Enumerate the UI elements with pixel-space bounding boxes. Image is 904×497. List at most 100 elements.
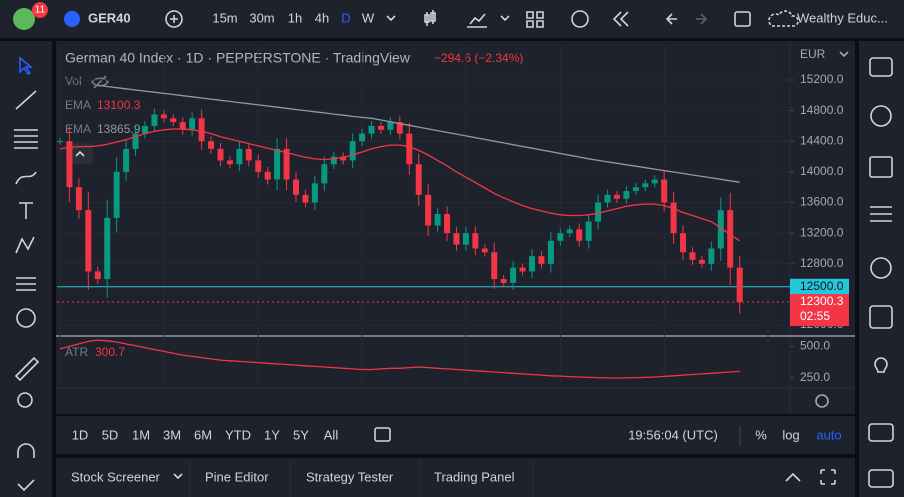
chat-button[interactable] <box>868 423 894 442</box>
indicators[interactable] <box>467 13 487 28</box>
percent-toggle[interactable]: % <box>755 427 767 442</box>
candle-body <box>604 194 611 203</box>
messages-button[interactable] <box>868 469 894 488</box>
interval-button[interactable]: 1h <box>288 10 302 25</box>
candle-body <box>208 141 215 149</box>
auto-toggle[interactable]: auto <box>816 427 841 442</box>
brush-tool[interactable] <box>15 171 37 185</box>
ruler-tool[interactable] <box>14 356 40 382</box>
candle-body <box>349 141 356 161</box>
cloud-icon <box>768 10 799 27</box>
prediction-tool[interactable] <box>16 277 36 291</box>
calendar-button[interactable] <box>870 257 892 279</box>
currency-menu[interactable] <box>839 51 849 58</box>
hotlist-button[interactable] <box>869 305 893 329</box>
zoom-tool[interactable] <box>17 392 33 408</box>
candle-body <box>425 194 432 226</box>
ema-label[interactable]: EMA <box>65 98 91 112</box>
interval-button[interactable]: W <box>362 10 375 25</box>
text-tool[interactable] <box>19 202 33 219</box>
range-button[interactable]: 5Y <box>293 427 309 442</box>
maximize-panel[interactable] <box>820 469 836 485</box>
watchlist-button[interactable] <box>869 57 893 77</box>
top-bar <box>0 0 904 38</box>
candle-body <box>670 202 677 234</box>
interval-menu[interactable] <box>386 15 396 22</box>
logo[interactable] <box>13 8 35 30</box>
atr-label[interactable]: ATR <box>65 345 88 359</box>
candle-body <box>264 171 271 180</box>
interval-button[interactable]: 4h <box>315 10 329 25</box>
alerts-button[interactable] <box>870 105 892 127</box>
candle-body <box>547 240 554 264</box>
undo[interactable] <box>665 13 677 25</box>
interval-button[interactable]: 30m <box>249 10 274 25</box>
ideas-button[interactable] <box>874 357 888 373</box>
chart-type[interactable] <box>424 10 436 26</box>
data-window-button[interactable] <box>870 206 892 222</box>
settings-button[interactable] <box>815 394 829 408</box>
candle-body <box>651 179 658 184</box>
range-button[interactable]: 1D <box>72 427 89 442</box>
candle-body <box>472 233 479 249</box>
y-tick-label: 14000.0 <box>800 164 844 178</box>
emoji-tool[interactable] <box>16 308 36 328</box>
countdown: 02:55 <box>800 309 830 323</box>
candle-body <box>462 233 469 245</box>
candle-body <box>170 118 177 123</box>
lock-tool[interactable] <box>17 479 35 492</box>
panel-tab[interactable]: Stock Screener <box>71 469 161 484</box>
panel-tab[interactable]: Strategy Tester <box>306 469 394 484</box>
candle-body <box>500 279 507 283</box>
magnet-tool[interactable] <box>17 443 35 458</box>
candle-body <box>141 125 148 134</box>
ema-label[interactable]: EMA <box>65 122 91 136</box>
replay[interactable] <box>612 11 629 27</box>
date-range-button[interactable] <box>374 427 391 442</box>
range-button[interactable]: 1M <box>132 427 150 442</box>
candle-body <box>680 233 687 253</box>
panel-tab[interactable]: Pine Editor <box>205 469 269 484</box>
range-button[interactable]: 6M <box>194 427 212 442</box>
cursor-tool[interactable] <box>19 56 34 75</box>
candle-body <box>453 233 460 245</box>
layouts[interactable] <box>526 11 544 28</box>
candle-body <box>311 183 318 203</box>
screener-menu[interactable] <box>173 473 183 480</box>
candle-body <box>198 118 205 142</box>
compare-button[interactable] <box>165 10 183 28</box>
range-bar <box>56 416 855 454</box>
candle-body <box>123 148 130 172</box>
range-button[interactable]: All <box>324 427 339 442</box>
last-price-tag <box>790 294 849 327</box>
range-button[interactable]: 5D <box>102 427 119 442</box>
fib-tool[interactable] <box>14 129 38 149</box>
range-button[interactable]: YTD <box>225 427 251 442</box>
symbol[interactable]: GER40 <box>88 10 131 25</box>
indicators-menu[interactable] <box>500 15 510 22</box>
candle-body <box>698 259 705 264</box>
candle-body <box>481 248 488 253</box>
alert[interactable] <box>571 10 589 28</box>
volume-label[interactable]: Vol <box>65 74 82 88</box>
interval-button[interactable]: 15m <box>212 10 237 25</box>
panel-tab[interactable]: Trading Panel <box>434 469 515 484</box>
log-toggle[interactable]: log <box>782 427 799 442</box>
interval-button[interactable]: D <box>341 10 350 25</box>
range-button[interactable]: 1Y <box>264 427 280 442</box>
pattern-tool[interactable] <box>15 236 35 254</box>
range-button[interactable]: 3M <box>163 427 181 442</box>
candle-body <box>236 148 243 165</box>
collapse-panel[interactable] <box>785 472 801 482</box>
account-name[interactable]: Wealthy Educ... <box>797 10 888 25</box>
news-button[interactable] <box>869 156 893 178</box>
candle-body <box>576 229 583 241</box>
fullscreen[interactable] <box>734 11 751 27</box>
trend-line-tool[interactable] <box>15 90 37 110</box>
candle-body <box>189 118 196 130</box>
candle-body <box>519 267 526 272</box>
candle-body <box>613 194 620 199</box>
clock[interactable]: 19:56:04 (UTC) <box>628 427 718 442</box>
